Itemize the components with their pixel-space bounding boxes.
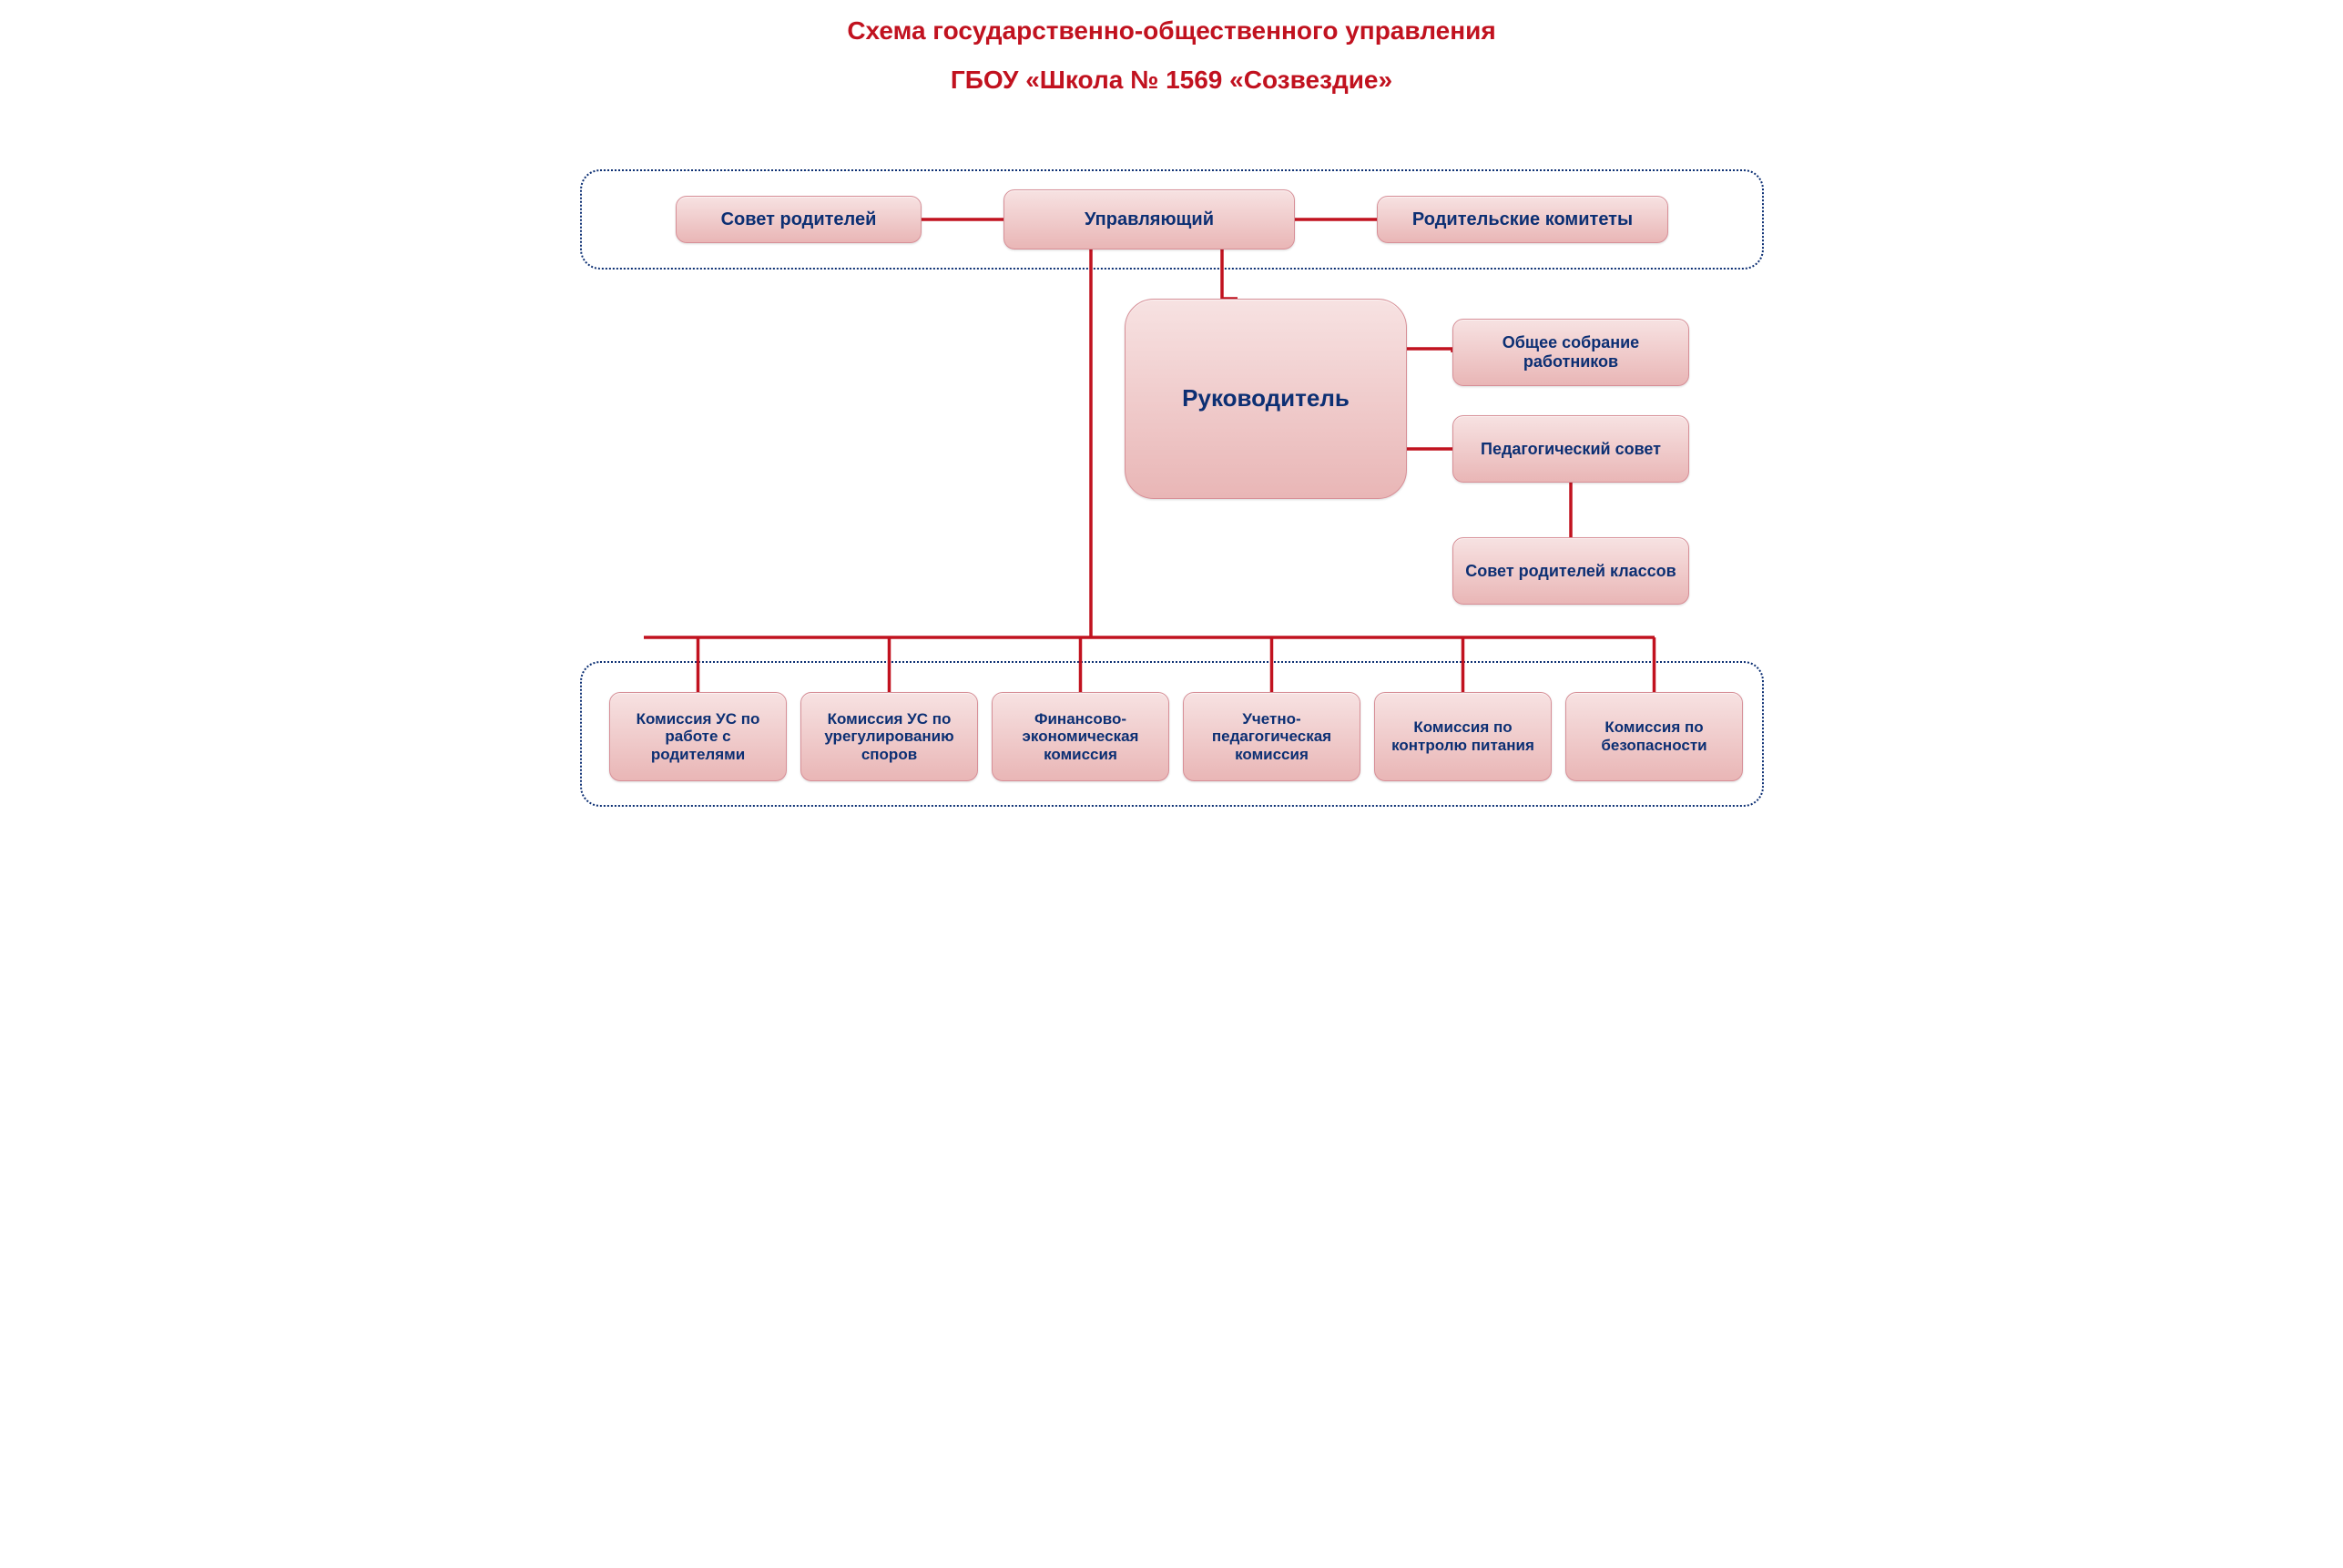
node-general-meeting: Общее собрание работников [1452,319,1689,386]
node-parent-committees: Родительские комитеты [1377,196,1668,243]
node-director: Руководитель [1125,299,1407,499]
node-commission-security: Комиссия по безопасности [1565,692,1743,781]
page-title-line1: Схема государственно-общественного управ… [562,16,1781,46]
org-chart-stage: Схема государственно-общественного управ… [562,0,1781,816]
node-pedagogical-council: Педагогический совет [1452,415,1689,483]
node-commission-pedagogy: Учетно-педагогическая комиссия [1183,692,1360,781]
node-parents-council: Совет родителей [676,196,922,243]
node-commission-catering: Комиссия по контролю питания [1374,692,1552,781]
page-title-line2: ГБОУ «Школа № 1569 «Созвездие» [562,66,1781,95]
node-governing: Управляющий [1003,189,1295,249]
node-commission-parents: Комиссия УС по работе с родителями [609,692,787,781]
node-commission-finance: Финансово-экономическая комиссия [992,692,1169,781]
node-commission-disputes: Комиссия УС по урегулированию споров [800,692,978,781]
node-class-parents: Совет родителей классов [1452,537,1689,605]
